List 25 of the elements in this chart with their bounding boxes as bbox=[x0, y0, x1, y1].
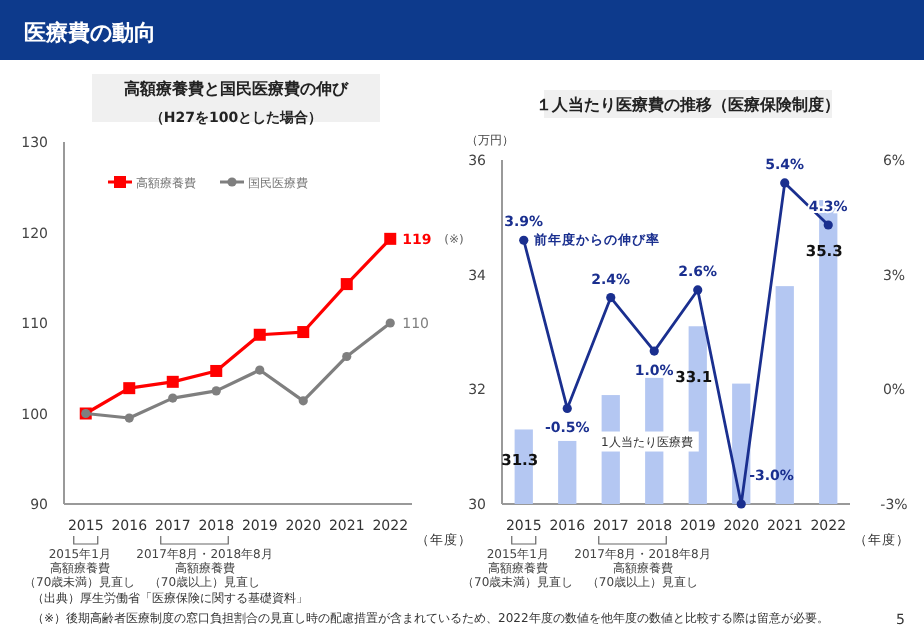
point bbox=[210, 364, 223, 377]
point bbox=[736, 499, 746, 509]
point bbox=[124, 413, 134, 423]
point bbox=[253, 328, 266, 341]
point bbox=[823, 220, 833, 230]
point bbox=[606, 293, 616, 303]
point bbox=[649, 346, 659, 356]
chart-title: 高額療養費と国民医療費の伸び bbox=[124, 78, 350, 98]
point bbox=[297, 326, 310, 339]
point bbox=[385, 318, 395, 328]
point bbox=[255, 365, 265, 375]
point bbox=[384, 232, 397, 245]
point bbox=[168, 393, 178, 403]
point bbox=[340, 278, 353, 291]
point bbox=[342, 351, 352, 362]
point bbox=[693, 285, 703, 295]
chart-title: １人当たり医療費の推移（医療保険制度） bbox=[536, 94, 840, 114]
point bbox=[211, 386, 221, 396]
header: 医療費の動向 bbox=[0, 0, 924, 60]
point bbox=[166, 375, 179, 388]
point bbox=[123, 382, 136, 395]
point bbox=[519, 235, 529, 245]
point bbox=[780, 178, 790, 188]
point bbox=[298, 396, 308, 406]
point bbox=[562, 403, 572, 414]
